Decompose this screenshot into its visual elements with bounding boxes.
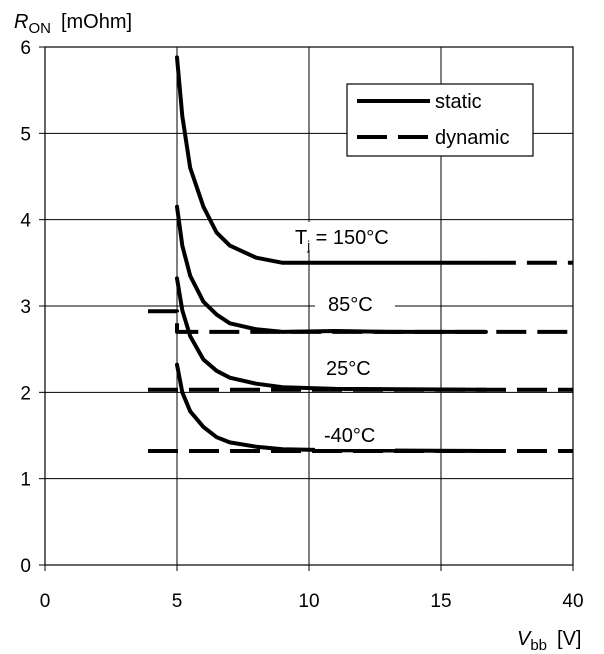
y-axis-label: RON [mOhm] <box>14 11 132 37</box>
x-tick-label: 15 <box>430 591 451 612</box>
x-tick-label: 10 <box>298 591 319 612</box>
curve-label-85c: 85°C <box>328 294 373 316</box>
series-static-25c <box>175 276 488 392</box>
y-tick-label: 0 <box>20 556 31 577</box>
x-tick-label: 5 <box>172 591 183 612</box>
legend-box <box>346 83 534 157</box>
series-static-minus40c <box>175 362 488 453</box>
tick-labels: 0 5 10 15 40 0 1 2 3 4 5 6 <box>20 38 583 612</box>
curve-labels: Tj = 150°C 85°C 25°C -40°C <box>285 222 435 449</box>
series-layer <box>148 55 573 453</box>
series-static-85c <box>175 204 488 334</box>
legend-label-dynamic: dynamic <box>435 127 509 149</box>
y-tick-label: 6 <box>20 38 31 59</box>
y-tick-label: 2 <box>20 383 31 404</box>
series-static-150c <box>175 55 488 265</box>
curve-label-150c: Tj = 150°C <box>295 227 389 253</box>
y-tick-label: 5 <box>20 124 31 145</box>
y-tick-label: 3 <box>20 297 31 318</box>
curve-label-minus40c: -40°C <box>324 425 375 447</box>
x-tick-label: 40 <box>562 591 583 612</box>
y-tick-label: 4 <box>20 211 31 232</box>
y-tick-label: 1 <box>20 470 31 491</box>
x-tick-label: 0 <box>40 591 51 612</box>
curve-label-25c: 25°C <box>326 358 371 380</box>
legend-label-static: static <box>435 91 482 113</box>
legend: static dynamic <box>346 83 534 157</box>
x-axis-label: Vbb [V] <box>517 628 581 654</box>
